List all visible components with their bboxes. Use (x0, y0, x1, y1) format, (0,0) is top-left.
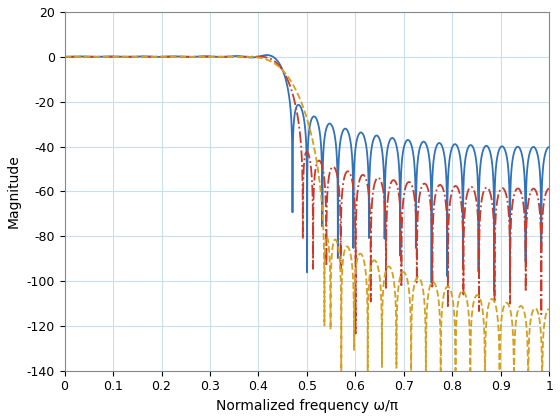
X-axis label: Normalized frequency ω/π: Normalized frequency ω/π (216, 399, 398, 413)
Y-axis label: Magnitude: Magnitude (7, 155, 21, 228)
